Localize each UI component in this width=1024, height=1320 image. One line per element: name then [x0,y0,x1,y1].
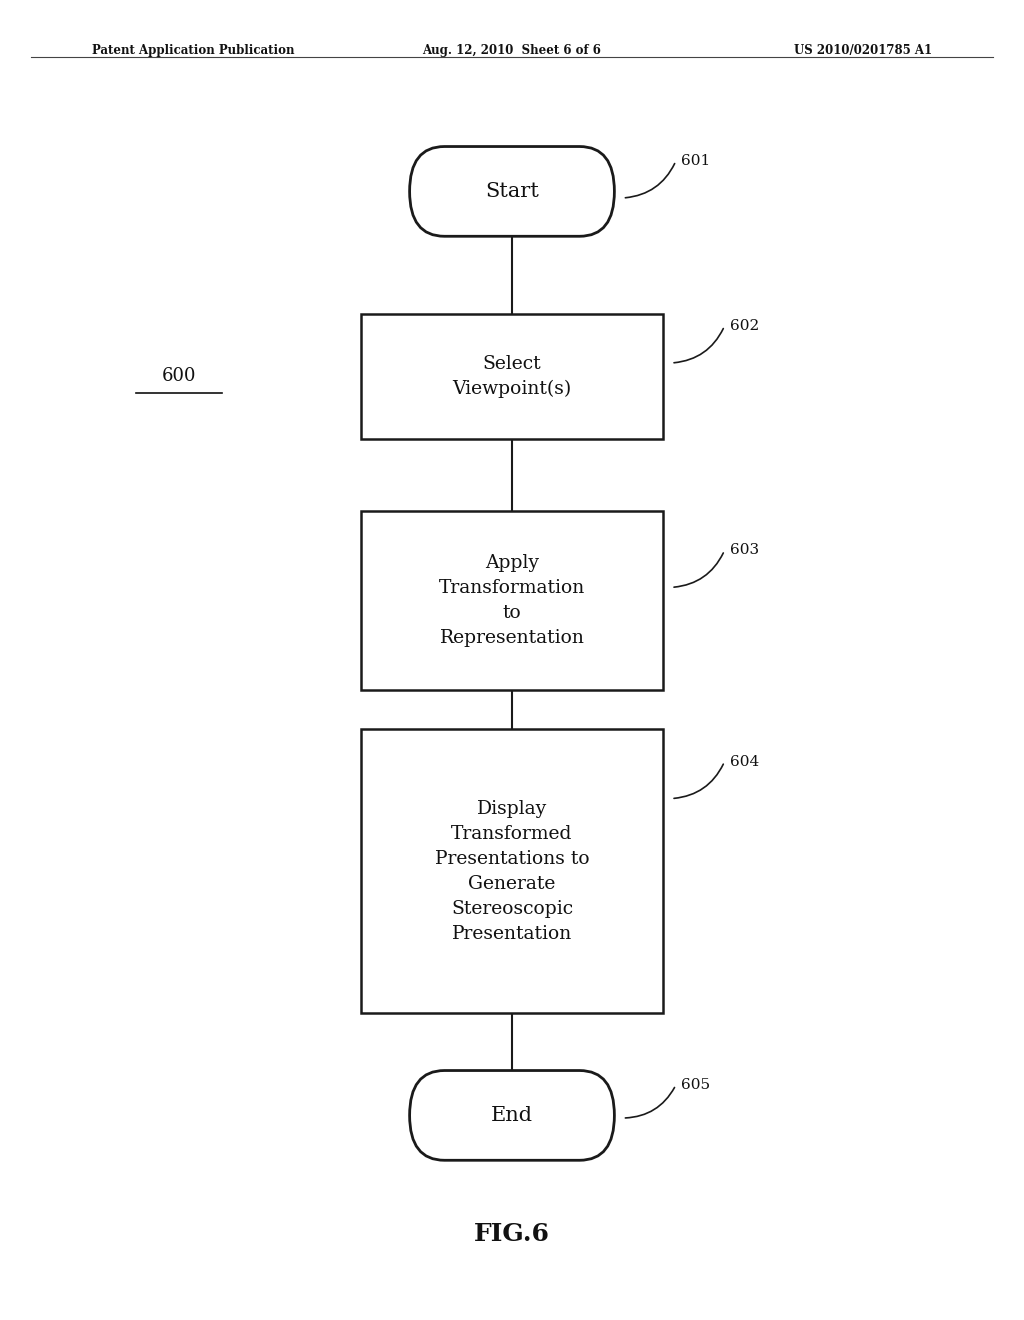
Text: Apply
Transformation
to
Representation: Apply Transformation to Representation [439,554,585,647]
Text: 602: 602 [729,319,759,333]
Text: US 2010/0201785 A1: US 2010/0201785 A1 [794,44,932,57]
Text: FIG.6: FIG.6 [474,1222,550,1246]
Text: Aug. 12, 2010  Sheet 6 of 6: Aug. 12, 2010 Sheet 6 of 6 [423,44,601,57]
FancyBboxPatch shape [410,1071,614,1160]
Text: 603: 603 [729,544,759,557]
Text: 604: 604 [729,755,759,768]
FancyBboxPatch shape [361,314,664,438]
Text: Display
Transformed
Presentations to
Generate
Stereoscopic
Presentation: Display Transformed Presentations to Gen… [434,800,590,942]
Text: 605: 605 [681,1078,710,1092]
Text: 601: 601 [681,154,711,168]
Text: 600: 600 [162,367,197,385]
Text: Start: Start [485,182,539,201]
Text: End: End [490,1106,534,1125]
FancyBboxPatch shape [410,147,614,236]
FancyBboxPatch shape [361,511,664,689]
FancyBboxPatch shape [361,729,664,1014]
Text: Patent Application Publication: Patent Application Publication [92,44,295,57]
Text: Select
Viewpoint(s): Select Viewpoint(s) [453,355,571,397]
